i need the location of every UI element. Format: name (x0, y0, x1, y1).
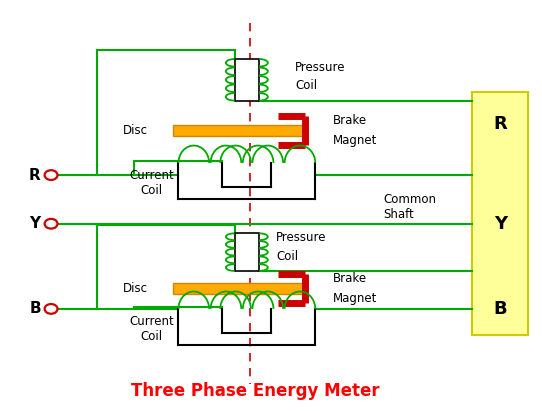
Bar (235, 233, 259, 271)
Bar (173, 125, 305, 136)
Text: Magnet: Magnet (333, 134, 377, 147)
Text: Coil: Coil (140, 184, 163, 197)
Text: Brake: Brake (333, 272, 367, 285)
Text: R: R (493, 115, 507, 134)
Text: Current: Current (129, 315, 174, 328)
Bar (235, 58, 259, 101)
Text: R: R (29, 168, 41, 182)
Text: Pressure: Pressure (276, 231, 327, 245)
Text: Y: Y (29, 216, 41, 231)
Bar (173, 125, 305, 136)
Text: Shaft: Shaft (384, 208, 415, 221)
Text: Coil: Coil (295, 79, 317, 92)
Text: Three Phase Energy Meter: Three Phase Energy Meter (131, 382, 379, 400)
Bar (472, 92, 528, 335)
Text: B: B (494, 300, 507, 318)
Text: Magnet: Magnet (333, 292, 377, 305)
Text: B: B (29, 301, 41, 316)
Text: Current: Current (129, 169, 174, 182)
Text: Y: Y (494, 215, 507, 233)
Text: Brake: Brake (333, 114, 367, 127)
Text: Disc: Disc (123, 124, 148, 137)
Text: Disc: Disc (123, 282, 148, 295)
Text: Pressure: Pressure (295, 61, 346, 74)
Text: Coil: Coil (140, 330, 163, 343)
Text: Common: Common (384, 193, 437, 206)
Bar (173, 283, 305, 294)
Text: Coil: Coil (276, 249, 299, 263)
Bar (173, 283, 305, 294)
